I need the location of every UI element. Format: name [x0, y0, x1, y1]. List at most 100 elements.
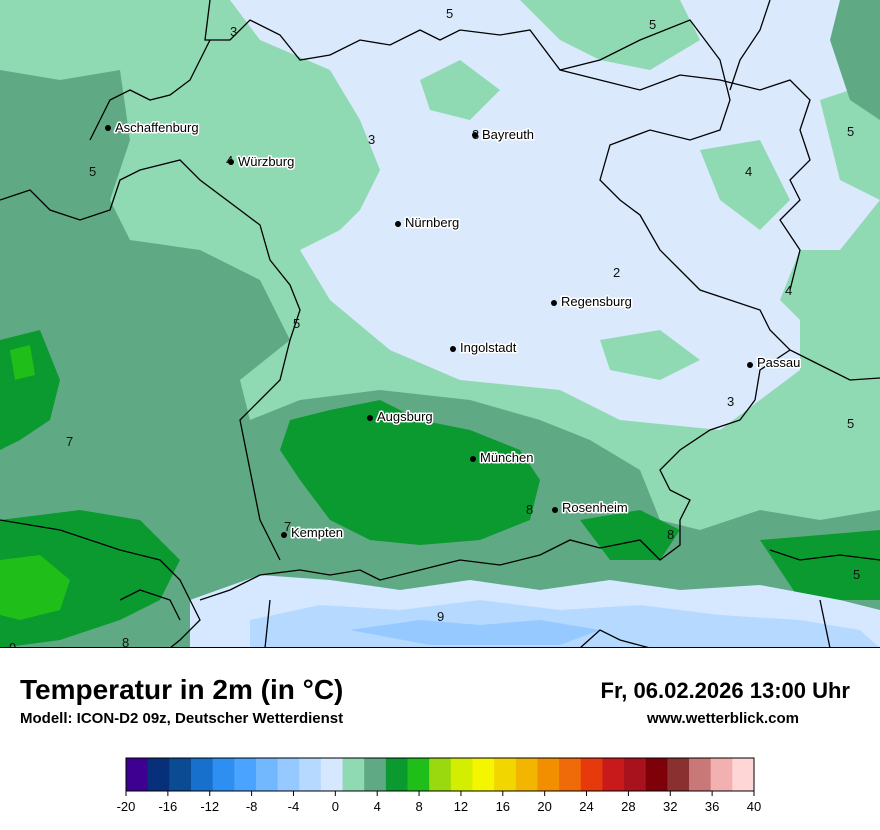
city-wuerzburg[interactable]: Würzburg: [228, 153, 296, 171]
legend-tick-label: -4: [288, 799, 300, 814]
legend-swatch: [364, 758, 387, 791]
legend-swatch: [645, 758, 668, 791]
legend-swatch: [689, 758, 712, 791]
temperature-field-bright-green: [0, 345, 70, 620]
temperature-field-green: [0, 330, 880, 648]
iso-label: 8: [526, 502, 533, 517]
legend-tick-label: 0: [332, 799, 339, 814]
legend-swatch: [320, 758, 344, 791]
iso-label: 7: [66, 434, 73, 449]
legend-swatch: [515, 758, 538, 791]
city-aschaffenburg[interactable]: Aschaffenburg: [105, 119, 200, 137]
map-canvas: 3 5 5 3 5 4 5 5 2 4 5 3 5 7 7 8 8 8 9 9 …: [0, 0, 880, 648]
city-bayreuth[interactable]: Bayreuth: [472, 126, 536, 144]
iso-label: 4: [745, 164, 752, 179]
iso-label: 5: [89, 164, 96, 179]
legend-swatch: [299, 758, 322, 791]
weather-map[interactable]: 3 5 5 3 5 4 5 5 2 4 5 3 5 7 7 8 8 8 9 9 …: [0, 0, 880, 648]
legend-swatch: [234, 758, 257, 791]
city-augsburg[interactable]: Augsburg: [367, 408, 434, 426]
city-label: Rosenheim: [562, 500, 628, 515]
legend-tick-label: 32: [663, 799, 677, 814]
legend-tick-label: 16: [496, 799, 510, 814]
legend-tick-label: 36: [705, 799, 719, 814]
city-label: Aschaffenburg: [115, 120, 199, 135]
legend-tick-label: 20: [537, 799, 551, 814]
city-dot-icon: [747, 362, 753, 368]
city-label: Augsburg: [377, 409, 433, 424]
map-title: Temperatur in 2m (in °C): [20, 674, 344, 705]
legend-tick-label: -8: [246, 799, 258, 814]
legend-tick-label: 24: [579, 799, 593, 814]
iso-label: 9: [9, 640, 16, 648]
legend-swatch: [559, 758, 582, 791]
iso-label: 5: [847, 124, 854, 139]
legend-tick-label: 40: [747, 799, 761, 814]
city-rosenheim[interactable]: Rosenheim: [552, 499, 629, 517]
city-dot-icon: [472, 132, 478, 138]
legend-swatch: [126, 758, 149, 791]
iso-label: 5: [853, 567, 860, 582]
legend-swatch: [580, 758, 603, 791]
legend-swatch: [342, 758, 365, 791]
city-regensburg[interactable]: Regensburg: [551, 293, 633, 311]
city-nuernberg[interactable]: Nürnberg: [395, 214, 461, 232]
iso-label: 8: [122, 635, 129, 648]
city-dot-icon: [552, 507, 558, 513]
border-lines: [0, 0, 880, 648]
legend-swatch: [429, 758, 452, 791]
city-dot-icon: [395, 221, 401, 227]
city-label: Kempten: [291, 525, 343, 540]
legend-swatches: [125, 757, 755, 792]
city-ingolstadt[interactable]: Ingolstadt: [450, 339, 518, 357]
city-dot-icon: [367, 415, 373, 421]
legend-tick-label: 4: [374, 799, 381, 814]
legend-swatch: [537, 758, 560, 791]
map-footer: Temperatur in 2m (in °C) Modell: ICON-D2…: [0, 648, 880, 830]
legend-swatch: [602, 758, 625, 791]
city-dot-icon: [470, 456, 476, 462]
iso-label: 3: [727, 394, 734, 409]
iso-label: 3: [368, 132, 375, 147]
legend-swatch: [147, 758, 170, 791]
legend-swatch: [710, 758, 733, 791]
iso-label: 2: [613, 265, 620, 280]
temperature-field-sage: [0, 0, 880, 648]
city-kempten[interactable]: Kempten: [281, 524, 345, 542]
model-info: Modell: ICON-D2 09z, Deutscher Wetterdie…: [20, 710, 344, 727]
legend-tick-label: -16: [158, 799, 177, 814]
legend-swatch: [407, 758, 430, 791]
iso-label: 5: [649, 17, 656, 32]
city-label: Regensburg: [561, 294, 632, 309]
city-label: Ingolstadt: [460, 340, 517, 355]
legend-swatch: [385, 758, 409, 791]
legend-tick-label: 8: [415, 799, 422, 814]
iso-label: 8: [667, 527, 674, 542]
city-dot-icon: [228, 159, 234, 165]
legend-swatch: [494, 758, 517, 791]
legend-tick-label: -20: [117, 799, 136, 814]
legend-tick-label: 28: [621, 799, 635, 814]
city-muenchen[interactable]: München: [470, 449, 535, 467]
legend-swatch: [472, 758, 495, 791]
legend-swatch: [212, 758, 235, 791]
legend-swatch: [169, 758, 192, 791]
city-label: Passau: [757, 355, 800, 370]
legend-tick-label: 12: [454, 799, 468, 814]
legend-tick-label: -12: [200, 799, 219, 814]
legend-swatch: [732, 758, 755, 791]
city-passau[interactable]: Passau: [747, 354, 802, 372]
city-dot-icon: [551, 300, 557, 306]
city-label: Würzburg: [238, 154, 294, 169]
legend-swatch: [190, 758, 214, 791]
legend-swatch: [450, 758, 473, 791]
iso-label: 4: [785, 283, 792, 298]
legend-swatch: [624, 758, 647, 791]
iso-label: 3: [230, 24, 237, 39]
forecast-datetime: Fr, 06.02.2026 13:00 Uhr: [600, 678, 851, 703]
iso-label: 5: [446, 6, 453, 21]
iso-label: 5: [847, 416, 854, 431]
website-link[interactable]: www.wetterblick.com: [647, 710, 799, 727]
temperature-field-alps: [190, 575, 880, 648]
city-label: Nürnberg: [405, 215, 459, 230]
